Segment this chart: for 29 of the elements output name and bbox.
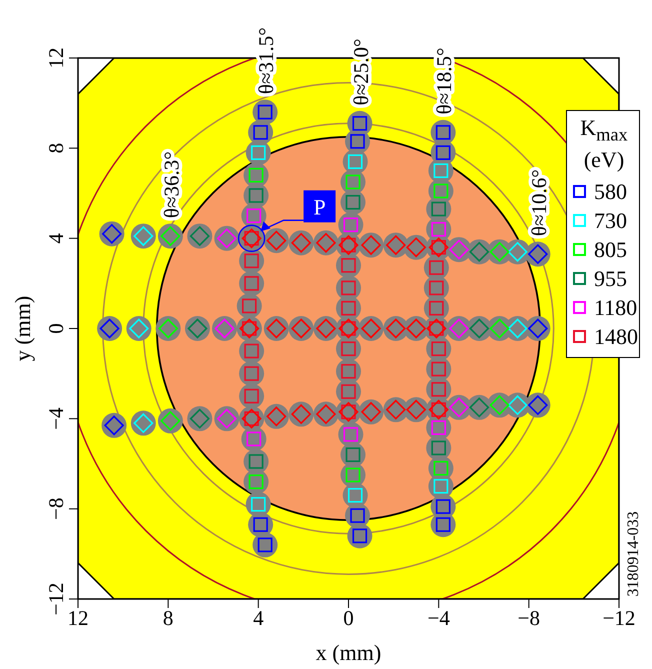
- text: 3180914-033: [625, 511, 642, 597]
- legend-label: 1180: [594, 294, 638, 322]
- annotation: θ≈36.3°: [159, 151, 184, 218]
- x-tick-label: 8: [162, 606, 174, 630]
- y-tick-label: 0: [44, 323, 68, 334]
- legend-label: 805: [594, 236, 627, 264]
- x-axis-title: x (mm): [316, 640, 382, 665]
- x-tick-label: −12: [602, 606, 636, 630]
- annotation: θ≈10.6°: [526, 169, 551, 236]
- legend-label: 955: [594, 265, 627, 294]
- y-tick-label: −8: [44, 498, 68, 520]
- y-tick-label: 8: [44, 142, 68, 154]
- annotation: θ≈18.5°: [432, 48, 456, 114]
- annotation: P: [313, 194, 326, 220]
- legend-label: 580: [594, 178, 627, 206]
- x-tick-label: 0: [343, 606, 354, 630]
- x-tick-label: 12: [68, 606, 88, 630]
- y-tick-label: 12: [44, 48, 68, 68]
- legend-title: K$_{max}$ (eV): [579, 115, 629, 174]
- annotation: θ≈25.0°: [348, 38, 373, 106]
- x-tick-label: −4: [427, 606, 450, 630]
- legend-label: 1480: [594, 323, 638, 352]
- x-tick-label: −8: [518, 606, 540, 630]
- legend-label: 730: [594, 207, 627, 236]
- x-tick-label: 4: [253, 606, 264, 630]
- y-axis-title: y (mm): [10, 296, 35, 362]
- y-tick-label: 4: [44, 232, 68, 244]
- y-tick-label: −4: [44, 406, 68, 430]
- annotation: θ≈31.5°: [254, 27, 278, 94]
